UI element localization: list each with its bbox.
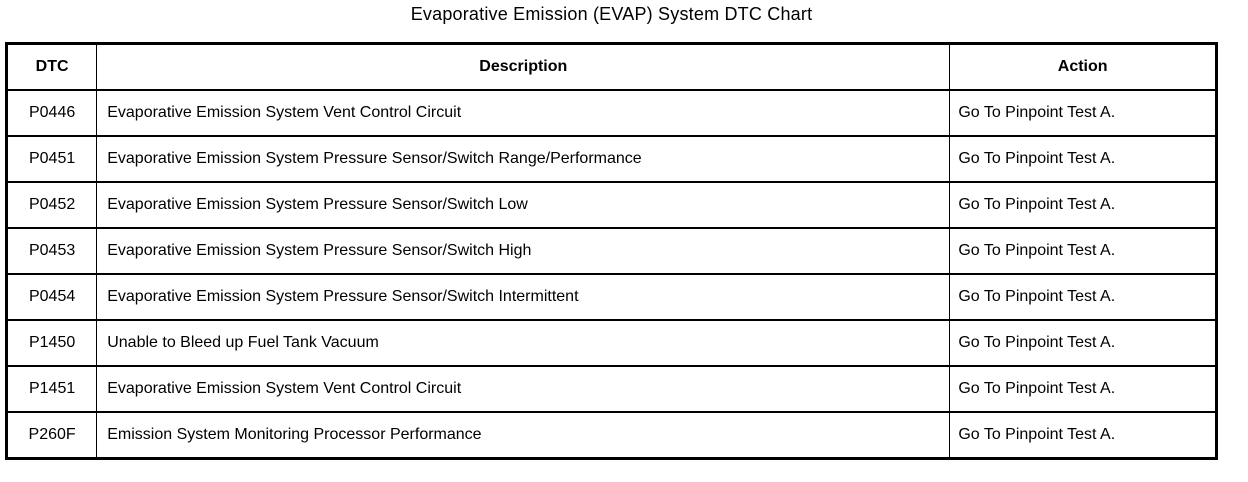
dtc-description: Evaporative Emission System Pressure Sen… (96, 273, 951, 321)
column-header-description: Description (96, 42, 951, 91)
column-header-dtc: DTC (5, 42, 98, 91)
dtc-code: P1450 (5, 319, 98, 367)
table-row: P0452 Evaporative Emission System Pressu… (5, 181, 1217, 229)
table-row: P260F Emission System Monitoring Process… (5, 411, 1217, 460)
page-title: Evaporative Emission (EVAP) System DTC C… (410, 4, 813, 24)
dtc-description: Evaporative Emission System Vent Control… (96, 89, 951, 137)
dtc-action: Go To Pinpoint Test A. (949, 273, 1217, 321)
dtc-action: Go To Pinpoint Test A. (949, 135, 1217, 183)
dtc-action: Go To Pinpoint Test A. (949, 227, 1217, 275)
dtc-chart-table: DTC Description Action P0446 Evaporative… (5, 42, 1218, 460)
table-header-row: DTC Description Action (5, 42, 1217, 91)
dtc-code: P0451 (5, 135, 98, 183)
dtc-description: Unable to Bleed up Fuel Tank Vacuum (96, 319, 951, 367)
table-row: P1451 Evaporative Emission System Vent C… (5, 365, 1217, 413)
dtc-action: Go To Pinpoint Test A. (949, 319, 1217, 367)
dtc-action: Go To Pinpoint Test A. (949, 365, 1217, 413)
dtc-code: P0446 (5, 89, 98, 137)
dtc-description: Emission System Monitoring Processor Per… (96, 411, 951, 460)
table-row: P0454 Evaporative Emission System Pressu… (5, 273, 1217, 321)
table-row: P0453 Evaporative Emission System Pressu… (5, 227, 1217, 275)
dtc-action: Go To Pinpoint Test A. (949, 411, 1217, 460)
dtc-description: Evaporative Emission System Vent Control… (96, 365, 951, 413)
dtc-description: Evaporative Emission System Pressure Sen… (96, 181, 951, 229)
dtc-code: P0452 (5, 181, 98, 229)
dtc-action: Go To Pinpoint Test A. (949, 181, 1217, 229)
dtc-description: Evaporative Emission System Pressure Sen… (96, 135, 951, 183)
table-row: P0446 Evaporative Emission System Vent C… (5, 89, 1217, 137)
dtc-code: P0454 (5, 273, 98, 321)
dtc-code: P260F (5, 411, 98, 460)
table-row: P1450 Unable to Bleed up Fuel Tank Vacuu… (5, 319, 1217, 367)
dtc-action: Go To Pinpoint Test A. (949, 89, 1217, 137)
column-header-action: Action (949, 42, 1217, 91)
dtc-description: Evaporative Emission System Pressure Sen… (96, 227, 951, 275)
table-row: P0451 Evaporative Emission System Pressu… (5, 135, 1217, 183)
dtc-code: P1451 (5, 365, 98, 413)
dtc-code: P0453 (5, 227, 98, 275)
